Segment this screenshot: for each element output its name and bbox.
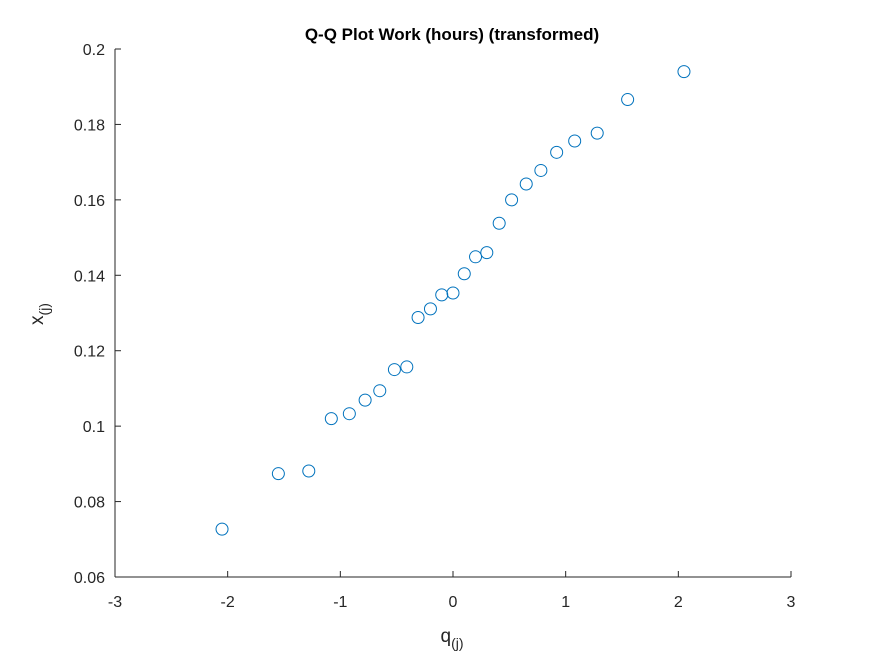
data-point [400,360,414,374]
data-point [446,286,460,300]
x-axis-label-subscript: (j) [451,635,463,651]
data-point [271,467,285,481]
chart-title: Q-Q Plot Work (hours) (transformed) [305,25,599,44]
data-point [324,412,338,426]
data-point [621,93,635,107]
data-point [215,522,229,536]
data-point [302,464,316,478]
data-point [480,246,494,260]
data-point [411,311,425,325]
data-point [534,163,548,177]
data-point [519,177,533,191]
x-tick-label: 3 [787,594,796,611]
data-point [505,193,519,207]
x-tick-label: 1 [561,594,570,611]
y-tick-label: 0.12 [74,344,105,361]
y-axis-label: x(j) [27,303,52,325]
y-tick-label: 0.06 [74,570,105,587]
y-tick-label: 0.1 [83,419,105,436]
data-point [423,302,437,316]
data-points [215,65,691,536]
y-ticks: 0.06 0.08 0.1 0.12 0.14 0.16 0.18 0.2 [74,42,121,587]
data-point [457,267,471,281]
data-point [469,250,483,264]
data-point [342,407,356,421]
x-axis-label: q(j) [440,626,463,651]
x-tick-label: -3 [108,594,122,611]
y-axis-label-main: x [27,315,48,325]
x-tick-label: 2 [674,594,683,611]
y-tick-label: 0.18 [74,117,105,134]
y-tick-label: 0.14 [74,268,105,285]
data-point [550,145,564,159]
data-point [677,65,691,79]
x-tick-label: 0 [449,594,458,611]
data-point [590,126,604,140]
x-tick-label: -1 [333,594,347,611]
y-axis-label-subscript: (j) [36,303,52,315]
data-point [492,216,506,230]
data-point [568,134,582,148]
y-tick-label: 0.2 [83,42,105,59]
y-tick-label: 0.16 [74,193,105,210]
x-ticks: -3 -2 -1 0 1 2 3 [108,571,796,611]
data-point [373,384,387,398]
data-point [358,393,372,407]
x-axis-label-main: q [440,626,451,647]
x-tick-label: -2 [221,594,235,611]
y-tick-label: 0.08 [74,495,105,512]
data-point [387,363,401,377]
